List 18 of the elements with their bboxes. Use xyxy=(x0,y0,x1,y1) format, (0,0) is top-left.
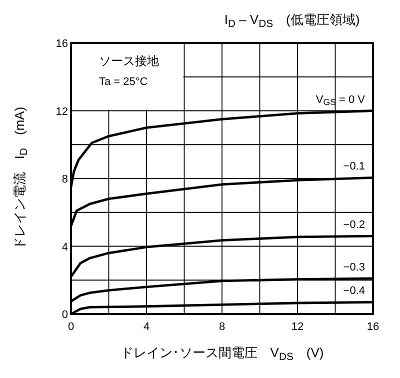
y-tick-label: 0 xyxy=(62,309,68,321)
text: ドレイン･ソース間電圧 V$_{DS}$ (V) xyxy=(120,345,324,362)
series-label: −0.1 xyxy=(343,160,365,173)
x-tick-label: 12 xyxy=(291,321,304,333)
y-tick-label: 12 xyxy=(56,106,68,118)
series-label: −0.2 xyxy=(343,219,365,232)
y-tick-label: 8 xyxy=(62,174,68,186)
y-tick-label: 16 xyxy=(56,38,68,50)
x-tick-label: 4 xyxy=(143,321,150,333)
series-label: V$_{GS}$ = 0 V xyxy=(316,94,366,107)
x-tick-label: 8 xyxy=(218,321,226,333)
series-label: −0.4 xyxy=(343,285,365,298)
x-tick-label: 16 xyxy=(366,321,380,333)
y-tick-label: 4 xyxy=(62,241,68,254)
chart-title: I$_{D}$ – V$_{DS}$ (低電圧領域) xyxy=(224,12,360,30)
series-label: −0.3 xyxy=(343,261,365,274)
annotation: Ta = 25°C xyxy=(99,76,148,88)
annotation: ソース接地 xyxy=(99,54,159,68)
